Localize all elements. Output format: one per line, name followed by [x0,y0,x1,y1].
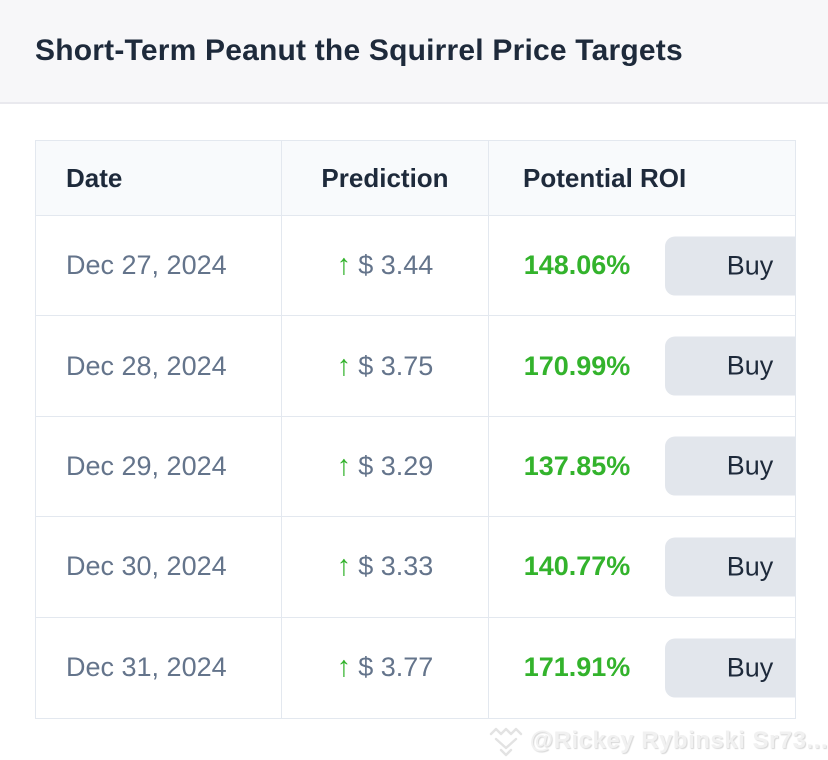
prediction-cell: ↑ $ 3.33 [282,517,489,617]
roi-value: 170.99% [523,350,631,381]
column-header-date: Date [36,141,282,215]
prediction-value: $ 3.33 [358,551,434,582]
buy-button[interactable]: Buy [665,537,795,597]
price-targets-table: Date Prediction Potential ROI Dec 27, 20… [35,140,796,719]
prediction-cell: ↑ $ 3.29 [282,416,489,517]
date-cell: Dec 28, 2024 [36,316,282,416]
roi-cell: 170.99% Buy [489,316,795,415]
table-header-row: Date Prediction Potential ROI [36,141,795,216]
date-cell: Dec 31, 2024 [36,617,282,718]
prediction-value: $ 3.29 [358,450,434,481]
buy-button[interactable]: Buy [665,638,795,698]
up-arrow-icon: ↑ [336,550,352,583]
prediction-value: $ 3.75 [358,350,434,381]
prediction-value: $ 3.44 [358,250,434,281]
date-cell: Dec 27, 2024 [36,216,282,316]
watermark-logo-icon [489,725,523,757]
up-arrow-icon: ↑ [336,651,352,684]
watermark: @Rickey Rybinski Sr73... [489,725,828,757]
column-header-prediction: Prediction [282,141,489,215]
table-row: Dec 28, 2024 ↑ $ 3.75 170.99% Buy [36,316,795,417]
prediction-cell: ↑ $ 3.75 [282,316,489,416]
table-row: Dec 31, 2024 ↑ $ 3.77 171.91% Buy [36,617,795,718]
page-title: Short-Term Peanut the Squirrel Price Tar… [35,34,683,67]
roi-cell: 140.77% Buy [489,517,795,616]
table-row: Dec 30, 2024 ↑ $ 3.33 140.77% Buy [36,517,795,618]
roi-value: 171.91% [523,652,631,683]
buy-button[interactable]: Buy [665,436,795,496]
title-bar: Short-Term Peanut the Squirrel Price Tar… [0,0,828,104]
up-arrow-icon: ↑ [336,449,352,482]
prediction-cell: ↑ $ 3.77 [282,617,489,718]
date-cell: Dec 29, 2024 [36,416,282,517]
roi-cell: 148.06% Buy [489,216,795,315]
table-row: Dec 29, 2024 ↑ $ 3.29 137.85% Buy [36,416,795,518]
roi-cell: 137.85% Buy [489,417,795,516]
buy-button[interactable]: Buy [665,336,795,396]
date-cell: Dec 30, 2024 [36,517,282,617]
up-arrow-icon: ↑ [336,249,352,282]
column-header-roi: Potential ROI [523,162,687,193]
prediction-value: $ 3.77 [358,652,434,683]
roi-value: 148.06% [523,250,631,281]
watermark-text: @Rickey Rybinski Sr73... [529,727,828,754]
table-row: Dec 27, 2024 ↑ $ 3.44 148.06% Buy [36,216,795,317]
buy-button[interactable]: Buy [665,236,795,296]
roi-cell: 171.91% Buy [489,618,795,718]
up-arrow-icon: ↑ [336,349,352,382]
roi-value: 140.77% [523,551,631,582]
roi-value: 137.85% [523,450,631,481]
prediction-cell: ↑ $ 3.44 [282,216,489,316]
